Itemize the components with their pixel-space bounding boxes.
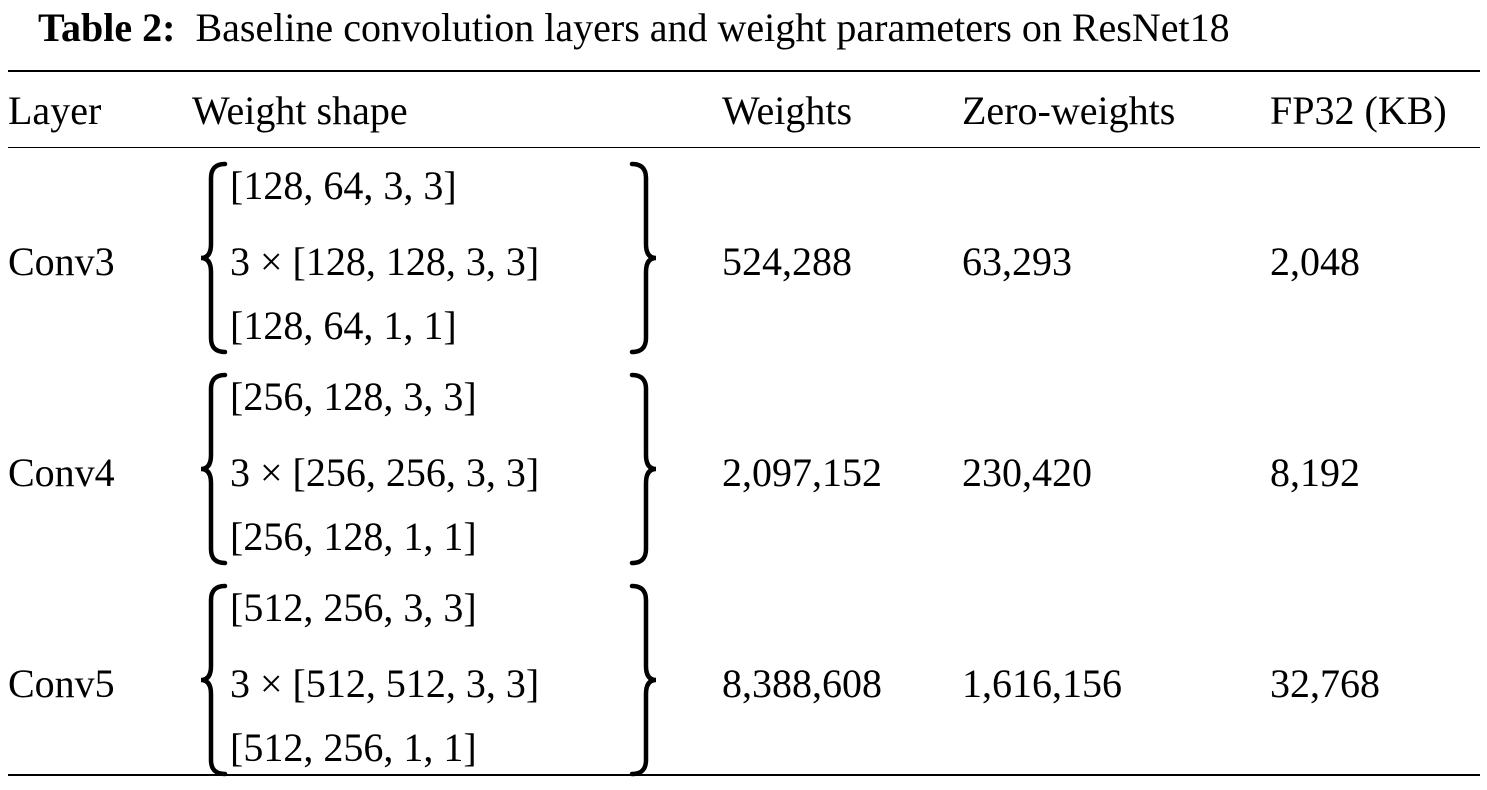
weight-shape-line: [512, 256, 3, 3] bbox=[230, 585, 477, 630]
caption-text: Baseline convolution layers and weight p… bbox=[195, 5, 1230, 50]
layer-name: Conv3 bbox=[8, 239, 115, 284]
table-caption: Table 2: Baseline convolution layers and… bbox=[38, 6, 1230, 50]
header-weights: Weights bbox=[722, 88, 853, 133]
header-layer: Layer bbox=[8, 88, 102, 133]
weight-shape-line: 3 × [256, 256, 3, 3] bbox=[230, 450, 540, 495]
zero-weights-value: 1,616,156 bbox=[962, 661, 1122, 706]
table-row: [512, 256, 3, 3] 3 × [512, 512, 3, 3] [5… bbox=[0, 578, 1487, 790]
fp32-value: 2,048 bbox=[1270, 239, 1360, 284]
left-brace bbox=[200, 372, 228, 566]
layer-name: Conv4 bbox=[8, 450, 115, 495]
weight-shape-line: 3 × [128, 128, 3, 3] bbox=[230, 239, 540, 284]
right-brace bbox=[629, 161, 657, 355]
zero-weights-value: 63,293 bbox=[962, 239, 1072, 284]
weights-value: 8,388,608 bbox=[722, 661, 882, 706]
zero-weights-value: 230,420 bbox=[962, 450, 1092, 495]
weight-shape-line: [512, 256, 1, 1] bbox=[230, 725, 477, 770]
header-rule bbox=[8, 147, 1480, 148]
fp32-value: 32,768 bbox=[1270, 661, 1380, 706]
weight-shape-line: 3 × [512, 512, 3, 3] bbox=[230, 661, 540, 706]
weights-value: 2,097,152 bbox=[722, 450, 882, 495]
bottom-rule bbox=[8, 774, 1480, 776]
layer-name: Conv5 bbox=[8, 661, 115, 706]
weight-shape-line: [256, 128, 3, 3] bbox=[230, 374, 477, 419]
table-row: [128, 64, 3, 3] 3 × [128, 128, 3, 3] [12… bbox=[0, 156, 1487, 368]
header-fp32: FP32 (KB) bbox=[1270, 88, 1447, 133]
weight-shape-line: [128, 64, 1, 1] bbox=[230, 303, 457, 348]
header-weight-shape: Weight shape bbox=[192, 88, 408, 133]
weights-value: 524,288 bbox=[722, 239, 852, 284]
header-zero-weights: Zero-weights bbox=[962, 88, 1176, 133]
left-brace bbox=[200, 161, 228, 355]
right-brace bbox=[629, 372, 657, 566]
right-brace bbox=[629, 583, 657, 777]
weight-shape-line: [256, 128, 1, 1] bbox=[230, 514, 477, 559]
top-rule bbox=[8, 70, 1480, 72]
table-row: [256, 128, 3, 3] 3 × [256, 256, 3, 3] [2… bbox=[0, 367, 1487, 579]
weight-shape-line: [128, 64, 3, 3] bbox=[230, 163, 457, 208]
caption-label: Table 2: bbox=[38, 5, 176, 50]
fp32-value: 8,192 bbox=[1270, 450, 1360, 495]
left-brace bbox=[200, 583, 228, 777]
